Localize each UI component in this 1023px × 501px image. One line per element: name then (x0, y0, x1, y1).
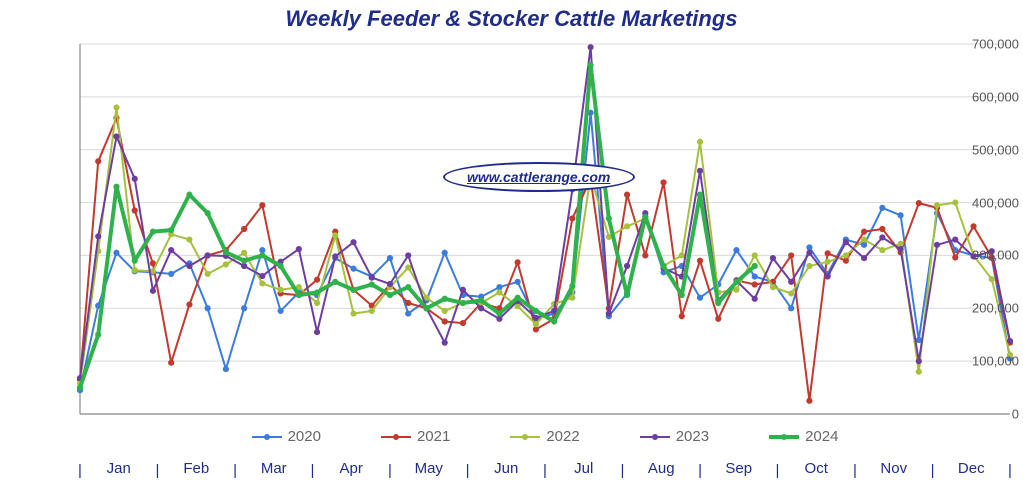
legend-item-2024: 2024 (769, 428, 838, 445)
watermark-badge: www.cattlerange.com (443, 162, 635, 192)
y-tick-label: 0 (949, 407, 1019, 422)
x-month-label: Jun (494, 460, 518, 477)
legend-item-2021: 2021 (381, 428, 450, 445)
x-month-divider: | (388, 462, 392, 479)
legend-label: 2024 (805, 428, 838, 445)
x-month-divider: | (155, 462, 159, 479)
x-month-label: May (415, 460, 443, 477)
x-month-divider: | (233, 462, 237, 479)
legend-swatch-icon (769, 430, 799, 444)
legend-label: 2021 (417, 428, 450, 445)
legend-swatch-icon (510, 430, 540, 444)
x-month-divider: | (620, 462, 624, 479)
x-month-label: Jul (574, 460, 593, 477)
chart-plot (0, 0, 1023, 501)
legend: 2020 2021 2022 2023 2024 (80, 428, 1010, 445)
y-tick-label: 300,000 (949, 248, 1019, 263)
legend-item-2020: 2020 (252, 428, 321, 445)
legend-swatch-icon (381, 430, 411, 444)
y-tick-label: 100,000 (949, 354, 1019, 369)
x-month-label: Apr (340, 460, 363, 477)
x-month-divider: | (78, 462, 82, 479)
y-tick-label: 200,000 (949, 301, 1019, 316)
x-month-label: Feb (183, 460, 209, 477)
legend-label: 2022 (546, 428, 579, 445)
x-month-label: Aug (648, 460, 675, 477)
x-month-label: Dec (958, 460, 985, 477)
legend-item-2023: 2023 (640, 428, 709, 445)
x-month-label: Jan (107, 460, 131, 477)
chart-container: Weekly Feeder & Stocker Cattle Marketing… (0, 0, 1023, 501)
y-tick-label: 600,000 (949, 89, 1019, 104)
x-month-divider: | (698, 462, 702, 479)
x-month-divider: | (776, 462, 780, 479)
x-month-label: Nov (880, 460, 907, 477)
x-month-label: Oct (805, 460, 828, 477)
legend-label: 2023 (676, 428, 709, 445)
x-month-divider: | (1008, 462, 1012, 479)
x-month-label: Sep (725, 460, 752, 477)
x-month-divider: | (853, 462, 857, 479)
y-tick-label: 400,000 (949, 195, 1019, 210)
x-month-divider: | (311, 462, 315, 479)
x-month-divider: | (931, 462, 935, 479)
x-month-divider: | (466, 462, 470, 479)
legend-swatch-icon (640, 430, 670, 444)
legend-item-2022: 2022 (510, 428, 579, 445)
y-tick-label: 700,000 (949, 37, 1019, 52)
y-tick-label: 500,000 (949, 142, 1019, 157)
x-month-label: Mar (261, 460, 287, 477)
legend-swatch-icon (252, 430, 282, 444)
x-month-divider: | (543, 462, 547, 479)
legend-label: 2020 (288, 428, 321, 445)
